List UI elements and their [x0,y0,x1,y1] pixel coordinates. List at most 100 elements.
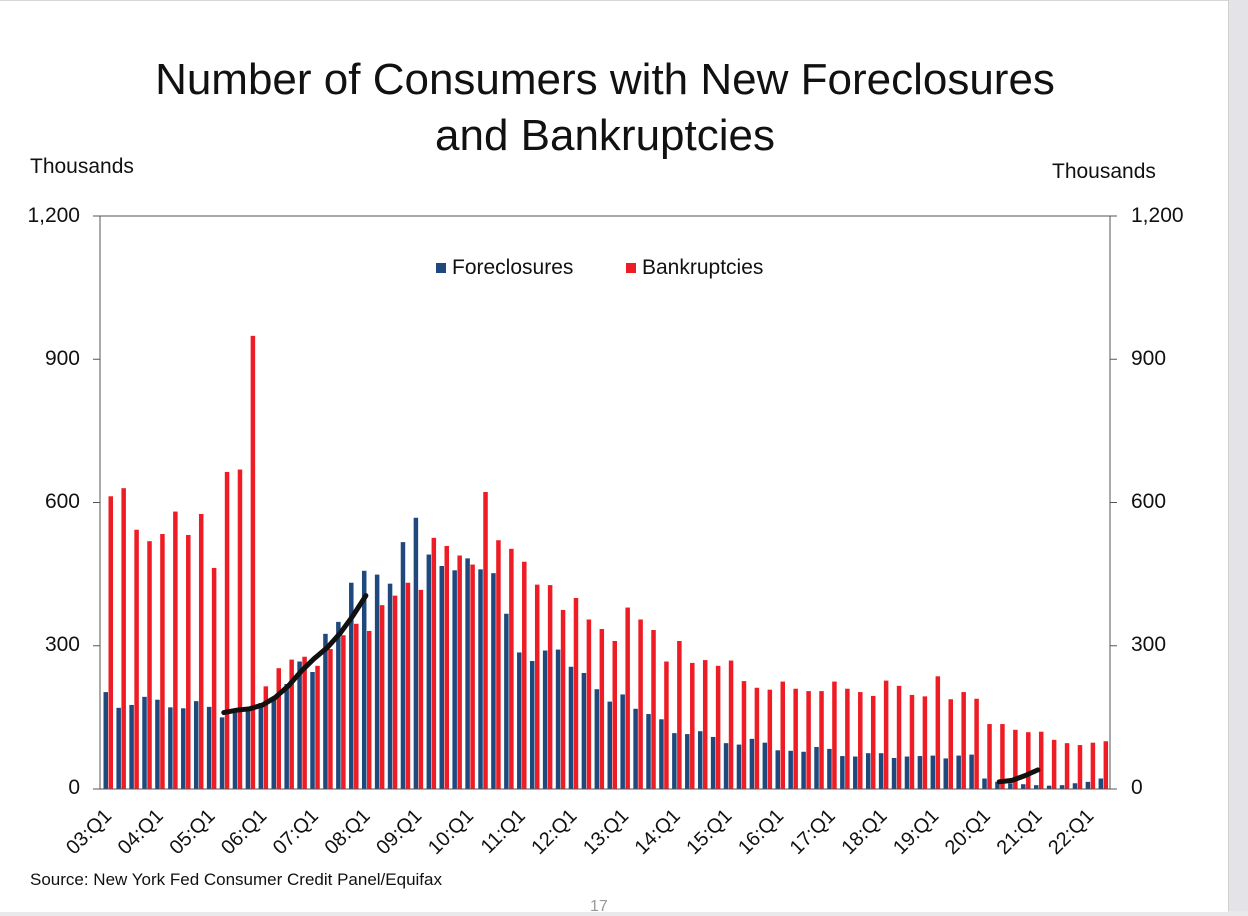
bankruptcies-bar-62 [909,694,915,789]
foreclosures-bar-9 [219,717,225,790]
foreclosures-bar-28 [465,558,470,789]
bankruptcies-bar-60 [883,680,889,789]
bar-chart: 03:Q104:Q105:Q106:Q107:Q108:Q109:Q110:Q1… [62,215,1117,859]
bankruptcies-bar-9 [224,471,230,789]
bars-group [103,335,1109,790]
source-note: Source: New York Fed Consumer Credit Pan… [30,870,442,889]
foreclosures-bar-10 [232,712,238,789]
y-tick-right-1200: 1,200 [1131,204,1184,227]
bankruptcies-bar-26 [444,545,449,789]
bankruptcies-bar-40 [625,607,630,789]
x-tick-label-08-Q1: 08:Q1 [321,805,375,859]
bankruptcies-bar-66 [961,692,966,789]
foreclosures-bar-61 [891,757,897,789]
x-tick-label-09-Q1: 09:Q1 [372,805,426,859]
bankruptcies-bar-24 [418,589,424,789]
bankruptcies-bar-59 [870,695,876,789]
foreclosures-bar-12 [258,703,264,789]
x-tick-label-19-Q1: 19:Q1 [889,805,943,859]
bankruptcies-bar-22 [392,595,398,789]
bankruptcies-bar-10 [237,469,243,789]
foreclosures-bar-7 [193,701,199,789]
bankruptcies-bar-75 [1077,745,1083,789]
x-tick-label-15-Q1: 15:Q1 [682,805,736,859]
foreclosures-bar-40 [620,694,625,789]
legend-label-bankruptcies: Bankruptcies [642,256,764,279]
foreclosures-bar-69 [995,781,1000,789]
x-axis-labels: 03:Q104:Q105:Q106:Q107:Q108:Q109:Q110:Q1… [62,805,1098,859]
foreclosures-bar-57 [840,756,845,789]
foreclosures-bar-5 [168,707,173,789]
bankruptcies-bar-21 [379,605,385,789]
y-tick-right-0: 0 [1131,776,1143,799]
foreclosures-bar-38 [594,689,600,789]
bankruptcies-bar-7 [198,513,204,789]
foreclosures-bar-41 [633,708,638,789]
legend-swatch-bankruptcies [626,263,636,273]
trend-line-recent [996,767,1041,785]
foreclosures-bar-36 [568,666,574,789]
foreclosures-bar-33 [529,661,535,789]
bankruptcies-bar-48 [728,660,734,789]
bankruptcies-bar-6 [186,534,191,789]
bankruptcies-bar-5 [173,511,178,789]
foreclosures-bar-27 [452,570,457,789]
bankruptcies-bar-71 [1026,732,1031,789]
bankruptcies-bar-77 [1103,741,1109,789]
x-tick-label-13-Q1: 13:Q1 [579,805,633,859]
foreclosures-bar-48 [723,743,729,789]
foreclosures-bar-30 [491,573,496,789]
bankruptcies-bar-41 [638,619,643,789]
bankruptcies-bar-63 [922,696,928,789]
bankruptcies-bar-46 [702,660,708,789]
bankruptcies-bar-49 [741,681,747,789]
foreclosures-bar-13 [271,698,276,789]
bankruptcies-bar-31 [509,548,514,789]
foreclosures-bar-64 [930,755,936,789]
foreclosures-bar-72 [1033,785,1039,789]
viewer-scroll-strip[interactable] [1228,0,1248,911]
bankruptcies-bar-3 [147,541,152,789]
foreclosures-bar-44 [672,733,677,789]
bankruptcies-bar-18 [341,635,346,789]
foreclosures-bar-17 [323,633,328,789]
foreclosures-bar-23 [400,542,406,789]
bankruptcies-bar-56 [832,681,837,789]
x-tick-label-17-Q1: 17:Q1 [786,805,840,859]
bankruptcies-bar-27 [457,555,462,789]
bankruptcies-bar-54 [806,691,811,789]
foreclosures-bar-73 [1046,785,1052,789]
foreclosures-bar-63 [917,756,923,789]
foreclosures-bar-37 [581,672,587,789]
bankruptcies-bar-44 [677,640,682,789]
bankruptcies-bar-68 [987,724,992,789]
foreclosures-bar-11 [245,707,251,789]
bankruptcies-bar-16 [315,665,320,789]
y-tick-left-900: 900 [44,347,80,370]
foreclosures-bar-43 [659,719,664,789]
y-tick-left-0: 0 [68,776,80,799]
foreclosures-bar-14 [284,683,289,789]
foreclosures-bar-39 [607,701,612,789]
legend-foreclosures: Foreclosures [436,256,573,280]
x-tick-label-05-Q1: 05:Q1 [165,805,219,859]
x-tick-label-10-Q1: 10:Q1 [424,805,478,859]
bankruptcies-bar-73 [1051,739,1057,789]
bankruptcies-bar-39 [612,640,617,789]
bankruptcies-bar-37 [586,619,592,789]
x-tick-label-16-Q1: 16:Q1 [734,805,788,859]
page-number: 17 [590,898,608,915]
bankruptcies-bar-19 [354,623,359,789]
foreclosures-bar-26 [439,566,444,789]
foreclosures-bar-76 [1085,781,1091,789]
bankruptcies-bar-67 [974,698,979,789]
bankruptcies-bar-64 [935,676,941,789]
bankruptcies-bar-23 [405,582,411,789]
foreclosures-bar-24 [413,517,419,789]
bankruptcies-bar-76 [1090,742,1096,789]
x-tick-label-06-Q1: 06:Q1 [217,805,271,859]
x-tick-label-04-Q1: 04:Q1 [114,805,168,859]
x-tick-label-21-Q1: 21:Q1 [993,805,1047,859]
bankruptcies-bar-70 [1013,729,1018,789]
foreclosures-bar-66 [956,755,961,789]
